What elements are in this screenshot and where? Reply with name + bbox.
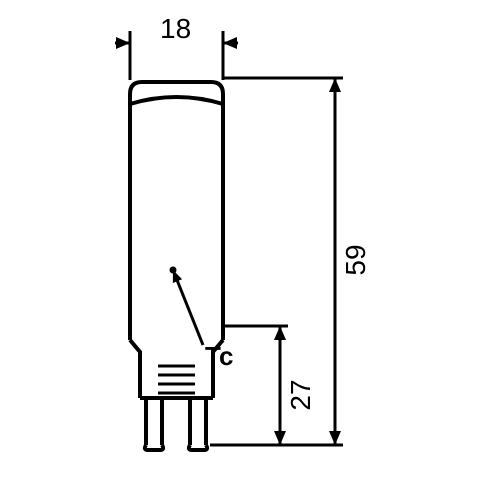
pin-1 [145, 445, 163, 450]
pin-2 [189, 445, 207, 450]
bulb-dimension-diagram: 18 27 59 Tc [0, 0, 500, 500]
dim-width-label: 18 [160, 13, 191, 44]
dim-27-label: 27 [285, 379, 316, 410]
bulb-dome-line [130, 97, 223, 104]
dim-59-label: 59 [340, 244, 371, 275]
tc-label: Tc [205, 341, 233, 371]
bulb-body [130, 82, 223, 340]
